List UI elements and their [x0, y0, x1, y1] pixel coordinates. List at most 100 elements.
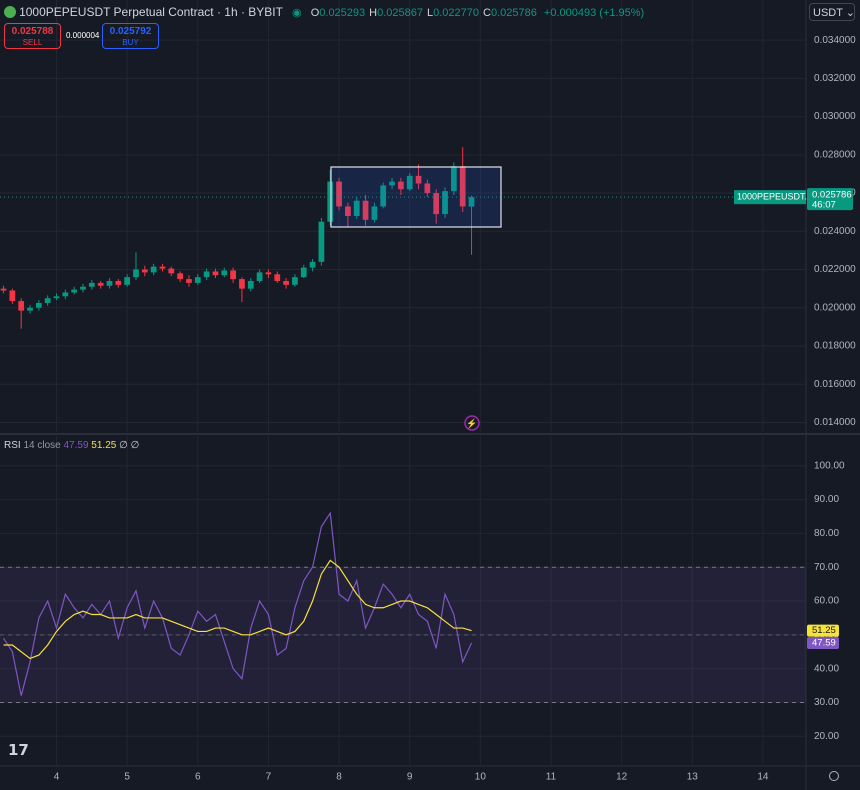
price-tag-label: 0.025786: [812, 190, 852, 201]
candle-body: [106, 280, 113, 286]
y-tick-label: 60.00: [814, 596, 839, 607]
candle-body: [292, 277, 298, 285]
candle-body: [424, 183, 431, 194]
candle-body: [336, 181, 342, 207]
candle-body: [318, 221, 325, 262]
buy-label: BUY: [122, 38, 139, 47]
ohlc-value: 0.025786: [490, 7, 537, 19]
x-tick-label: 9: [407, 772, 413, 783]
candle-body: [133, 269, 139, 278]
x-tick-label: 13: [687, 772, 699, 783]
candle-body: [159, 266, 166, 269]
change: +0.000493 (+1.95%): [543, 7, 645, 19]
candle-body: [247, 280, 254, 289]
candle-body: [389, 181, 395, 186]
candle-body: [9, 290, 16, 302]
x-tick-label: 5: [124, 772, 130, 783]
buy-button[interactable]: 0.025792 BUY: [102, 23, 159, 49]
ohlc-key: L: [427, 7, 434, 19]
candle-body: [97, 282, 104, 286]
candle-body: [150, 266, 157, 273]
candle-body: [406, 175, 413, 190]
ohlc-value: 0.025293: [319, 7, 366, 19]
x-tick-label: 6: [195, 772, 201, 783]
candle-body: [35, 302, 42, 308]
candle-body: [177, 273, 184, 280]
candle-body: [239, 279, 245, 289]
candle-body: [44, 298, 51, 303]
y-tick-label: 100.00: [814, 460, 845, 471]
rsi-legend: RSI 14 close 47.59 51.25 ∅ ∅: [4, 440, 139, 451]
y-tick-label: 0.016000: [814, 379, 856, 390]
candle-body: [88, 282, 95, 287]
candle-body: [115, 280, 122, 285]
symbol-tag: [734, 190, 806, 205]
candle-body: [221, 270, 228, 276]
y-tick-label: 0.030000: [814, 111, 856, 122]
y-tick-label: 0.028000: [814, 149, 856, 160]
ohlc-key: C: [483, 7, 491, 19]
candle-body: [265, 272, 272, 275]
buy-price: 0.025792: [109, 26, 152, 37]
y-tick-label: 0.034000: [814, 35, 856, 46]
rsi-extra: ∅ ∅: [119, 440, 140, 451]
candle-body: [450, 166, 457, 192]
currency-select[interactable]: USDT ⌄: [809, 3, 855, 21]
candle-body: [362, 200, 369, 220]
value-tag-label: 51.25: [812, 625, 836, 636]
candle-body: [309, 261, 316, 268]
ohlc-key: O: [310, 7, 320, 19]
candle-body: [283, 280, 289, 285]
overlay-layer: 4 5 6 7 8 9 10 11 12 13 14 0.014000 0.016000 0.018000…: [54, 35, 856, 783]
candle-body: [274, 274, 281, 281]
candle-body: [380, 185, 387, 207]
rsi-params: 14 close: [23, 440, 61, 451]
rsi-ma-value: 51.25: [91, 440, 117, 451]
ohlc: O0.025293 H0.025867 L0.022770 C0.025786: [311, 7, 541, 19]
y-tick-label: 40.00: [814, 663, 839, 674]
candle-body: [0, 288, 7, 291]
candle-body: [212, 271, 219, 276]
settings-icon[interactable]: [829, 771, 839, 781]
x-tick-label: 14: [757, 772, 769, 783]
rsi-name: RSI: [4, 440, 21, 451]
candle-body: [230, 270, 236, 280]
candle-body: [62, 292, 69, 297]
y-tick-label: 80.00: [814, 528, 839, 539]
candle-body: [415, 175, 422, 184]
countdown: 46:07: [812, 200, 836, 211]
candle-body: [53, 296, 60, 299]
event-icon[interactable]: [464, 415, 480, 431]
candle-body: [71, 289, 78, 293]
status-dot: ◉: [292, 7, 302, 19]
x-tick-label: 10: [475, 772, 487, 783]
candle-body: [345, 206, 351, 216]
ohlc-value: 0.025867: [377, 7, 423, 19]
candle-body: [300, 267, 307, 278]
candle-body: [327, 181, 334, 222]
sell-button[interactable]: 0.025788 SELL: [4, 23, 61, 49]
sell-price: 0.025788: [11, 26, 54, 37]
candle-body: [398, 181, 404, 190]
ohlc-value: 0.022770: [433, 7, 480, 19]
value-tag: [807, 624, 839, 637]
y-tick-label: 0.024000: [814, 226, 856, 237]
candle-body: [80, 286, 86, 290]
y-tick-label: 0.022000: [814, 264, 856, 275]
value-tag-label: 47.59: [812, 637, 836, 648]
sell-label: SELL: [22, 38, 43, 47]
symbol-title[interactable]: 1000PEPEUSDT Perpetual Contract · 1h · B…: [19, 5, 283, 19]
rectangle-drawing[interactable]: [330, 166, 502, 228]
y-tick-label: 20.00: [814, 731, 839, 742]
spread: 0.000004: [66, 31, 100, 40]
candle-body: [186, 279, 192, 283]
x-tick-label: 7: [266, 772, 272, 783]
y-tick-label: 0.014000: [814, 417, 856, 428]
y-tick-label: 0.018000: [814, 341, 856, 352]
x-tick-label: 12: [616, 772, 628, 783]
tv-logo[interactable]: 𝟭𝟳: [8, 742, 29, 759]
event-icon-glyph: ⚡: [466, 417, 477, 429]
